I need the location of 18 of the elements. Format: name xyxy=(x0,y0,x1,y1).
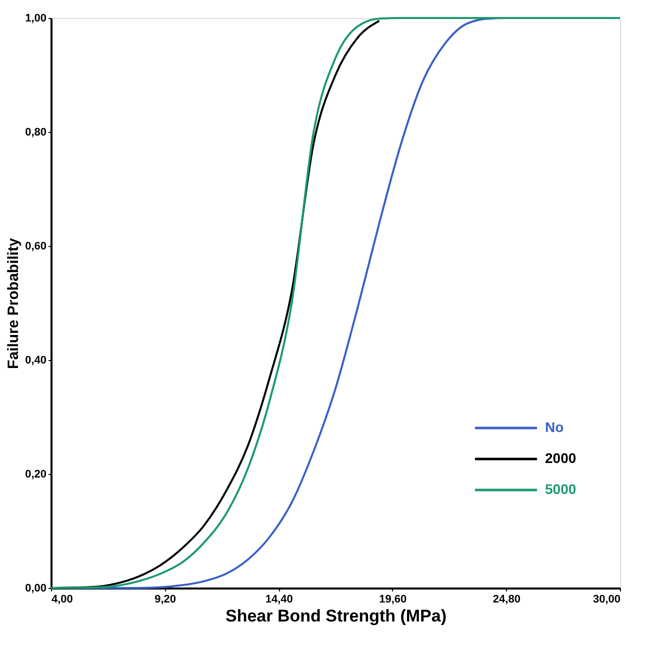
y-tick-label: 0,40 xyxy=(25,354,46,366)
legend-label: 5000 xyxy=(545,481,576,497)
x-tick-label: 24,80 xyxy=(492,594,520,606)
y-axis-title: Failure Probability xyxy=(5,237,22,369)
x-tick-label: 30,00 xyxy=(592,594,620,606)
x-tick-label: 19,60 xyxy=(379,594,407,606)
x-tick-label: 14,40 xyxy=(265,594,293,606)
line-series xyxy=(50,17,621,589)
y-tick-label: 0,20 xyxy=(25,468,46,480)
legend-label: 2000 xyxy=(545,450,576,466)
legend-label: No xyxy=(545,419,564,435)
x-tick-label: 9,20 xyxy=(154,594,176,606)
y-tick-label: 0,00 xyxy=(25,582,46,594)
y-tick-label: 0,60 xyxy=(25,240,46,252)
y-tick-label: 1,00 xyxy=(25,12,46,24)
x-axis-title: Shear Bond Strength (MPa) xyxy=(225,606,447,626)
y-tick-label: 0,80 xyxy=(25,126,46,138)
x-tick-label: 4,00 xyxy=(52,594,73,606)
